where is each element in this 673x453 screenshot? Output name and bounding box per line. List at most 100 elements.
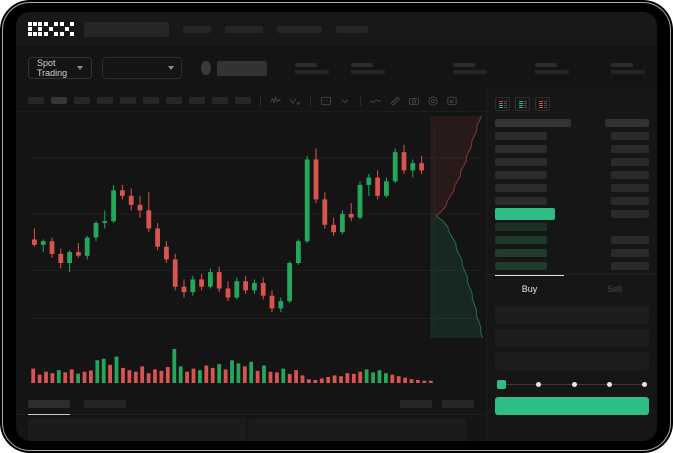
tab-buy[interactable]: Buy bbox=[487, 275, 572, 301]
place-buy-order-button[interactable] bbox=[495, 397, 649, 415]
market-stat-label bbox=[453, 62, 475, 67]
volume-series bbox=[31, 349, 433, 383]
chevron-down-icon bbox=[167, 66, 174, 70]
market-stat-value bbox=[295, 69, 329, 74]
trading-pair-select[interactable] bbox=[101, 57, 182, 79]
fullscreen-icon[interactable] bbox=[446, 95, 458, 107]
volume-chart[interactable] bbox=[16, 341, 486, 393]
market-stat-value bbox=[611, 69, 645, 74]
timeframe-button[interactable] bbox=[74, 97, 90, 104]
tab-sell[interactable]: Sell bbox=[606, 284, 622, 294]
market-stat-value bbox=[453, 69, 487, 74]
orderbook-header-size bbox=[605, 118, 649, 127]
pair-avatar bbox=[200, 61, 211, 75]
order-total-field[interactable] bbox=[495, 352, 649, 370]
slider-step-100[interactable] bbox=[642, 381, 647, 387]
orderbook-mode-both-icon[interactable] bbox=[495, 97, 510, 111]
top-navigation-bar bbox=[16, 12, 657, 46]
app-screen: Spot Trading bbox=[16, 12, 657, 441]
orderbook-row[interactable] bbox=[495, 144, 649, 153]
orderbook-row[interactable] bbox=[495, 261, 649, 270]
orderbook-row[interactable] bbox=[495, 131, 649, 140]
slider-handle[interactable] bbox=[497, 379, 506, 389]
market-stat bbox=[351, 62, 385, 74]
chevron-down-icon bbox=[76, 66, 83, 70]
nav-link-3[interactable] bbox=[277, 25, 322, 33]
orderbook-row[interactable] bbox=[495, 196, 649, 205]
timeframe-button[interactable] bbox=[189, 97, 205, 104]
orders-panels bbox=[16, 415, 486, 441]
ruler-icon[interactable] bbox=[389, 95, 401, 107]
orderbook-row[interactable] bbox=[495, 170, 649, 179]
market-stat-value bbox=[351, 69, 385, 74]
market-stat-value bbox=[535, 69, 569, 74]
orderbook-rows[interactable] bbox=[487, 117, 657, 270]
orderbook-mode-bids-icon[interactable] bbox=[515, 97, 530, 111]
order-price-field[interactable] bbox=[495, 306, 649, 324]
chevron-down-icon[interactable] bbox=[339, 95, 351, 107]
tab-open-orders[interactable] bbox=[28, 399, 70, 415]
orderbook-row[interactable] bbox=[495, 248, 649, 257]
orders-panel-right[interactable] bbox=[248, 418, 466, 441]
nav-link-2[interactable] bbox=[225, 25, 263, 33]
candlestick-series bbox=[30, 144, 482, 319]
timeframe-button[interactable] bbox=[235, 97, 251, 104]
orders-action-1[interactable] bbox=[400, 399, 432, 408]
price-chart[interactable] bbox=[16, 112, 486, 341]
settings-icon[interactable] bbox=[427, 95, 439, 107]
toolbar-divider bbox=[260, 95, 261, 106]
okx-logo-x bbox=[60, 22, 74, 36]
market-stat bbox=[611, 62, 645, 74]
okx-logo-o bbox=[28, 22, 42, 36]
toolbar-divider bbox=[360, 95, 361, 106]
market-stat-label bbox=[535, 62, 557, 67]
nav-link-1[interactable] bbox=[183, 25, 211, 33]
okx-logo-k bbox=[44, 22, 58, 36]
orderbook-header-price bbox=[495, 118, 571, 127]
market-stat-label bbox=[351, 62, 373, 67]
order-form-tabs: Buy Sell bbox=[487, 274, 657, 301]
timeframe-button[interactable] bbox=[28, 97, 44, 104]
order-amount-field[interactable] bbox=[495, 329, 649, 347]
spot-trading-selector[interactable]: Spot Trading bbox=[28, 57, 92, 79]
timeframe-button[interactable] bbox=[212, 97, 228, 104]
orderbook-row[interactable] bbox=[495, 183, 649, 192]
tab-order-history[interactable] bbox=[84, 399, 126, 408]
orderbook-row[interactable] bbox=[495, 222, 649, 231]
slider-step-50[interactable] bbox=[571, 381, 577, 387]
search-input[interactable] bbox=[84, 21, 169, 37]
timeframe-button[interactable] bbox=[97, 97, 113, 104]
orderbook-row[interactable] bbox=[495, 157, 649, 166]
orderbook-row[interactable] bbox=[495, 235, 649, 244]
chart-toolbar bbox=[16, 90, 486, 112]
toolbar-divider bbox=[310, 95, 311, 106]
slider-step-75[interactable] bbox=[606, 381, 612, 387]
spot-trading-label: Spot Trading bbox=[37, 58, 68, 78]
market-stat bbox=[453, 62, 487, 74]
market-stat bbox=[295, 62, 329, 74]
compare-icon[interactable] bbox=[289, 95, 301, 107]
camera-icon[interactable] bbox=[408, 95, 420, 107]
amount-slider[interactable] bbox=[487, 378, 657, 390]
timeframe-button-active[interactable] bbox=[51, 97, 67, 104]
orders-panel-left[interactable] bbox=[28, 418, 246, 441]
market-stat bbox=[535, 62, 569, 74]
slider-step-25[interactable] bbox=[536, 381, 542, 387]
nav-link-4[interactable] bbox=[336, 25, 368, 33]
last-price-value bbox=[216, 60, 267, 76]
okx-logo[interactable] bbox=[28, 22, 74, 36]
market-header: Spot Trading bbox=[16, 46, 657, 90]
timeframe-button[interactable] bbox=[143, 97, 159, 104]
market-stat-label bbox=[611, 62, 633, 67]
orderbook-row-best[interactable] bbox=[495, 207, 649, 220]
orderbook-header-row bbox=[495, 118, 649, 127]
timeframe-button[interactable] bbox=[120, 97, 136, 104]
line-chart-icon[interactable] bbox=[370, 95, 382, 107]
alert-icon[interactable] bbox=[320, 95, 332, 107]
orders-action-2[interactable] bbox=[442, 399, 474, 408]
timeframe-button[interactable] bbox=[166, 97, 182, 104]
depth-chart-overlay bbox=[430, 116, 484, 338]
orderbook-mode-asks-icon[interactable] bbox=[535, 97, 550, 111]
indicator-icon[interactable] bbox=[270, 95, 282, 107]
